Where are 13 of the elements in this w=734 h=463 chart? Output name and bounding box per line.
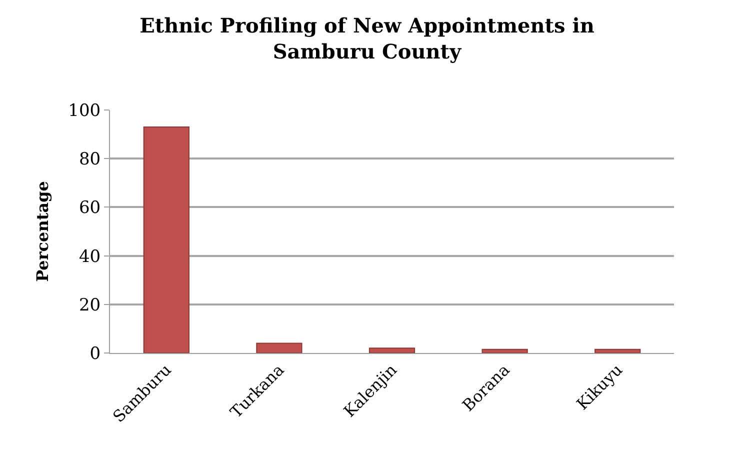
y-tick-label: 60 [78, 198, 101, 218]
y-axis-title: Percentage [33, 181, 52, 282]
bar [482, 348, 528, 353]
y-tick-label: 80 [78, 150, 101, 170]
bar [368, 348, 416, 353]
y-tick-label: 40 [78, 246, 101, 267]
bar [256, 342, 302, 353]
y-tick-label: 100 [68, 100, 101, 121]
bar [594, 348, 641, 353]
chart-title: Ethnic Profiling of New Appointments in Samburu County [140, 13, 595, 64]
bar [143, 126, 190, 353]
y-tick-label: 0 [90, 344, 101, 364]
y-tick-label: 20 [78, 295, 101, 316]
